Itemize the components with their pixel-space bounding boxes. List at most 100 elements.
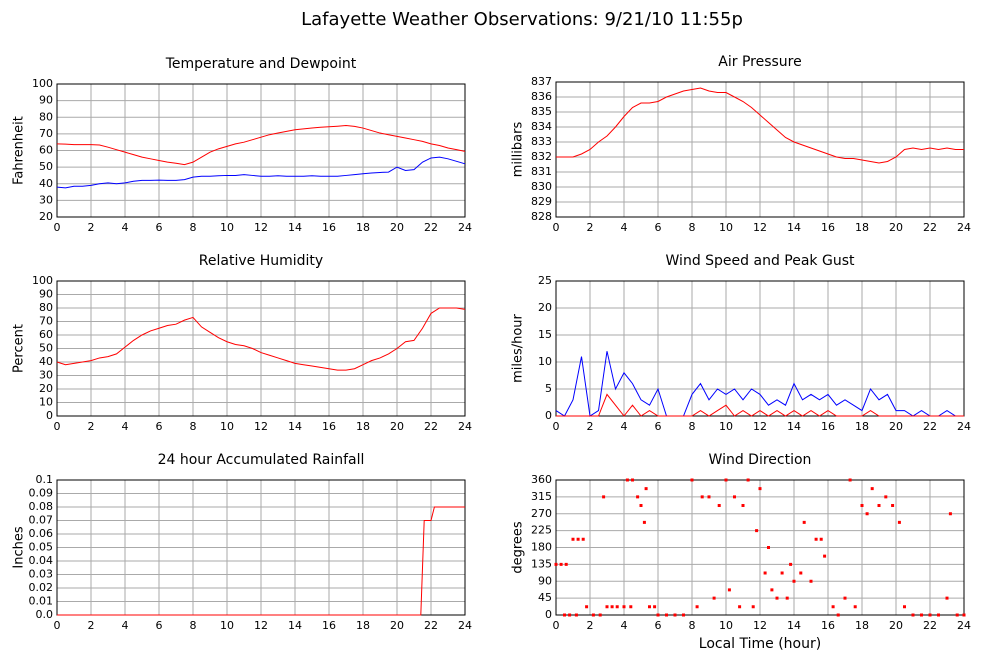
data-point	[763, 571, 767, 575]
x-tick-label: 16	[322, 619, 336, 632]
data-point	[690, 478, 694, 482]
y-axis-label: Inches	[12, 526, 27, 568]
data-point	[780, 571, 784, 575]
data-point	[809, 579, 813, 583]
chart-title: Relative Humidity	[199, 253, 323, 269]
data-point	[625, 478, 629, 482]
data-point	[682, 613, 685, 617]
x-tick-label: 24	[458, 619, 472, 632]
data-point	[591, 613, 595, 617]
x-tick-label: 0	[553, 221, 560, 234]
y-tick-label: 832	[531, 150, 552, 163]
data-point	[644, 487, 648, 491]
y-tick-label: 20	[538, 301, 552, 314]
data-line	[56, 125, 466, 166]
chart-title: Temperature and Dewpoint	[165, 56, 357, 72]
x-tick-label: 18	[356, 221, 370, 234]
y-tick-label: 5	[545, 382, 552, 395]
data-point	[665, 613, 668, 617]
x-tick-label: 6	[156, 420, 163, 433]
x-tick-label: 6	[156, 619, 163, 632]
x-tick-label: 14	[288, 221, 302, 234]
data-point	[789, 562, 793, 566]
plot-frame	[56, 83, 466, 218]
x-tick-label: 10	[719, 420, 733, 433]
x-tick-label: 16	[821, 619, 835, 632]
x-tick-label: 0	[54, 420, 61, 433]
data-point	[563, 613, 566, 617]
x-tick-label: 20	[390, 619, 404, 632]
y-tick-label: 0.0	[36, 608, 54, 621]
x-tick-label: 2	[88, 420, 95, 433]
data-point	[746, 478, 750, 482]
y-tick-label: 836	[531, 90, 552, 103]
data-point	[945, 596, 949, 600]
x-tick-label: 12	[753, 619, 767, 632]
data-point	[724, 478, 728, 482]
y-tick-label: 833	[531, 135, 552, 148]
data-point	[836, 613, 840, 617]
data-point	[610, 605, 614, 609]
data-point	[802, 520, 806, 524]
data-point	[741, 504, 745, 507]
y-tick-label: 15	[538, 328, 552, 341]
y-tick-label: 20	[39, 382, 53, 395]
data-point	[707, 495, 711, 499]
data-point	[928, 613, 932, 617]
y-axis-label: millibars	[511, 122, 526, 178]
data-point	[948, 512, 952, 516]
data-point	[775, 596, 779, 600]
data-point	[738, 605, 742, 609]
data-point	[792, 579, 796, 583]
x-tick-label: 14	[288, 420, 302, 433]
x-tick-label: 20	[889, 619, 903, 632]
data-point	[559, 562, 563, 566]
data-point	[843, 596, 847, 600]
data-point	[574, 613, 578, 617]
x-tick-label: 10	[719, 221, 733, 234]
x-tick-label: 6	[655, 619, 662, 632]
data-point	[602, 495, 606, 499]
x-tick-label: 10	[220, 619, 234, 632]
y-tick-label: 60	[39, 144, 53, 157]
data-point	[891, 504, 895, 507]
data-point	[571, 537, 575, 541]
x-tick-label: 20	[390, 420, 404, 433]
x-tick-label: 6	[655, 221, 662, 234]
chart-title: Wind Speed and Peak Gust	[666, 253, 855, 269]
x-tick-label: 22	[424, 221, 438, 234]
y-tick-label: 70	[39, 127, 53, 140]
x-tick-label: 24	[957, 420, 971, 433]
data-point	[831, 605, 835, 609]
y-tick-label: 10	[39, 396, 53, 409]
y-tick-label: 25	[538, 274, 552, 287]
y-tick-label: 834	[531, 120, 552, 133]
data-point	[814, 537, 818, 541]
data-point	[695, 605, 699, 609]
data-line	[556, 393, 964, 417]
x-tick-label: 4	[621, 221, 628, 234]
data-point	[911, 613, 915, 617]
y-axis-label: Fahrenheit	[12, 116, 27, 185]
data-point	[568, 613, 572, 617]
data-line	[555, 351, 964, 417]
data-point	[937, 613, 940, 617]
x-tick-label: 24	[957, 221, 971, 234]
data-point	[622, 605, 626, 609]
data-point	[770, 588, 774, 592]
x-tick-label: 20	[889, 221, 903, 234]
data-point	[554, 562, 558, 566]
x-tick-label: 22	[424, 420, 438, 433]
data-point	[897, 520, 901, 524]
x-tick-label: 2	[587, 619, 594, 632]
data-point	[605, 605, 609, 609]
data-point	[727, 588, 731, 592]
data-point	[576, 537, 580, 541]
x-tick-label: 12	[254, 619, 268, 632]
x-tick-label: 18	[356, 420, 370, 433]
y-tick-label: 0.09	[29, 487, 54, 500]
y-tick-label: 70	[39, 315, 53, 328]
data-point	[860, 504, 864, 507]
y-tick-label: 80	[39, 301, 53, 314]
